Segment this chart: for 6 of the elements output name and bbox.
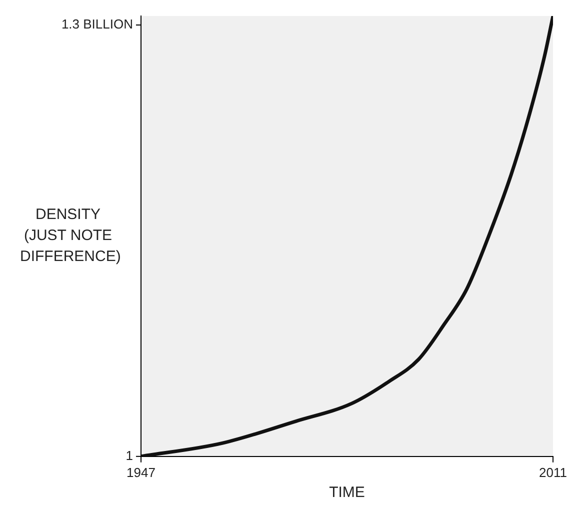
x-tick-label: 2011 <box>539 464 568 480</box>
y-axis-title: DENSITY (JUST NOTE DIFFERENCE) <box>20 205 121 267</box>
x-axis-title: TIME <box>329 484 365 502</box>
x-tick-label: 1947 <box>126 464 156 480</box>
text: 1 <box>126 448 133 463</box>
text: 1.3 BILLION <box>61 16 133 32</box>
